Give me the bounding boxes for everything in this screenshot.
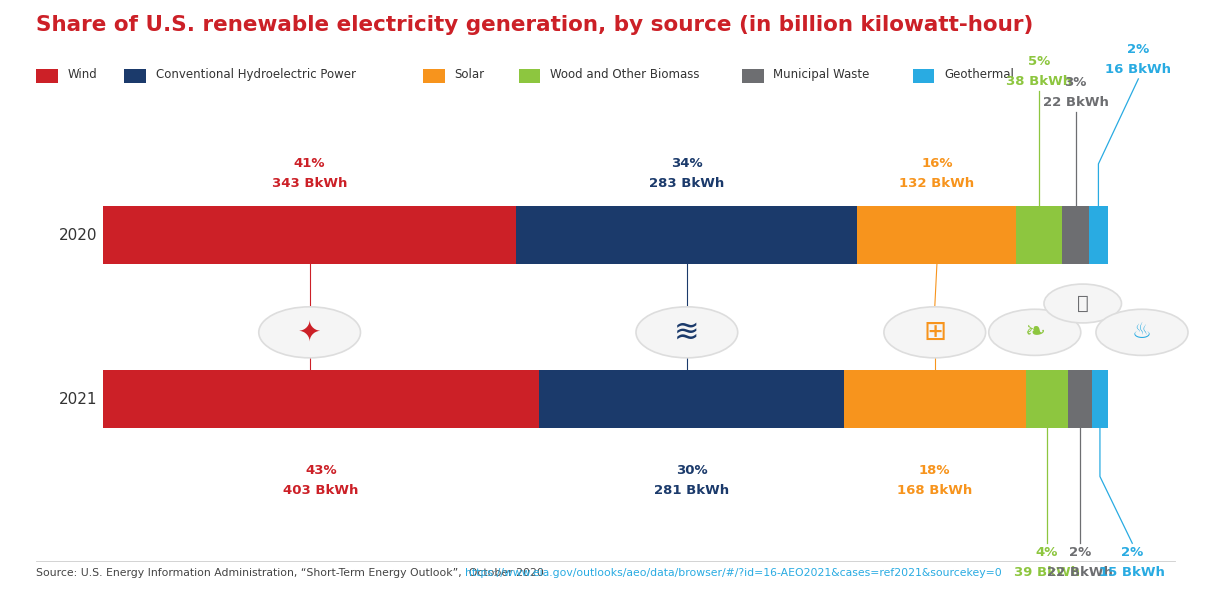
Text: ❧: ❧ <box>1025 320 1045 344</box>
Text: 132 BkWh: 132 BkWh <box>900 177 975 190</box>
Text: 2%: 2% <box>1121 546 1143 559</box>
Text: 2%: 2% <box>1069 546 1091 559</box>
Text: Source: U.S. Energy Information Administration, “Short-Term Energy Outlook”,  Oc: Source: U.S. Energy Information Administ… <box>36 568 551 577</box>
Text: 15 BkWh: 15 BkWh <box>1100 566 1165 578</box>
Bar <box>857 206 1016 264</box>
Text: 283 BkWh: 283 BkWh <box>649 177 724 190</box>
Text: 39 BkWh: 39 BkWh <box>1014 566 1080 578</box>
Text: 43%: 43% <box>305 464 337 477</box>
Text: 168 BkWh: 168 BkWh <box>897 484 972 497</box>
Bar <box>103 206 516 264</box>
Bar <box>1068 370 1092 428</box>
Text: Wood and Other Biomass: Wood and Other Biomass <box>550 68 700 81</box>
Text: 3%: 3% <box>1064 76 1086 89</box>
Bar <box>1089 206 1108 264</box>
FancyBboxPatch shape <box>423 69 444 83</box>
Text: https://www.eia.gov/outlooks/aeo/data/browser/#/?id=16-AEO2021&cases=ref2021&sou: https://www.eia.gov/outlooks/aeo/data/br… <box>465 568 1001 577</box>
Bar <box>1062 206 1089 264</box>
Text: Share of U.S. renewable electricity generation, by source (in billion kilowatt-h: Share of U.S. renewable electricity gene… <box>36 15 1034 35</box>
Circle shape <box>259 307 361 358</box>
Text: 281 BkWh: 281 BkWh <box>654 484 729 497</box>
Text: 343 BkWh: 343 BkWh <box>272 177 348 190</box>
Circle shape <box>1044 284 1121 323</box>
Text: 41%: 41% <box>294 157 326 170</box>
FancyBboxPatch shape <box>518 69 540 83</box>
Text: Geothermal: Geothermal <box>945 68 1014 81</box>
Circle shape <box>884 307 986 358</box>
Circle shape <box>636 307 737 358</box>
Text: ♨: ♨ <box>1132 322 1152 342</box>
Text: 5%: 5% <box>1028 55 1050 68</box>
Bar <box>516 206 857 264</box>
Circle shape <box>988 310 1080 356</box>
Bar <box>1016 206 1062 264</box>
Bar <box>103 370 539 428</box>
Text: Conventional Hydroelectric Power: Conventional Hydroelectric Power <box>156 68 356 81</box>
FancyBboxPatch shape <box>36 69 58 83</box>
Bar <box>1026 370 1068 428</box>
Text: 30%: 30% <box>676 464 707 477</box>
Text: 16 BkWh: 16 BkWh <box>1106 63 1171 76</box>
Text: Municipal Waste: Municipal Waste <box>774 68 869 81</box>
Text: 38 BkWh: 38 BkWh <box>1006 75 1073 88</box>
Text: ≋: ≋ <box>675 318 700 347</box>
Text: 2021: 2021 <box>58 392 97 407</box>
FancyBboxPatch shape <box>742 69 764 83</box>
Text: 22 BkWh: 22 BkWh <box>1048 566 1113 578</box>
Text: Wind: Wind <box>68 68 98 81</box>
Text: 403 BkWh: 403 BkWh <box>283 484 358 497</box>
Text: Solar: Solar <box>454 68 484 81</box>
Text: ✦: ✦ <box>298 318 321 347</box>
Text: 🗑: 🗑 <box>1077 294 1089 313</box>
FancyBboxPatch shape <box>913 69 935 83</box>
Bar <box>539 370 844 428</box>
Circle shape <box>1096 310 1188 356</box>
FancyBboxPatch shape <box>125 69 147 83</box>
Text: 4%: 4% <box>1035 546 1058 559</box>
Text: 2020: 2020 <box>58 228 97 243</box>
Bar <box>844 370 1026 428</box>
Text: 34%: 34% <box>671 157 702 170</box>
Bar <box>1092 370 1108 428</box>
Text: 18%: 18% <box>919 464 951 477</box>
Text: 2%: 2% <box>1127 43 1149 56</box>
Text: 16%: 16% <box>922 157 953 170</box>
Text: ⊞: ⊞ <box>923 318 946 347</box>
Text: 22 BkWh: 22 BkWh <box>1043 97 1108 109</box>
